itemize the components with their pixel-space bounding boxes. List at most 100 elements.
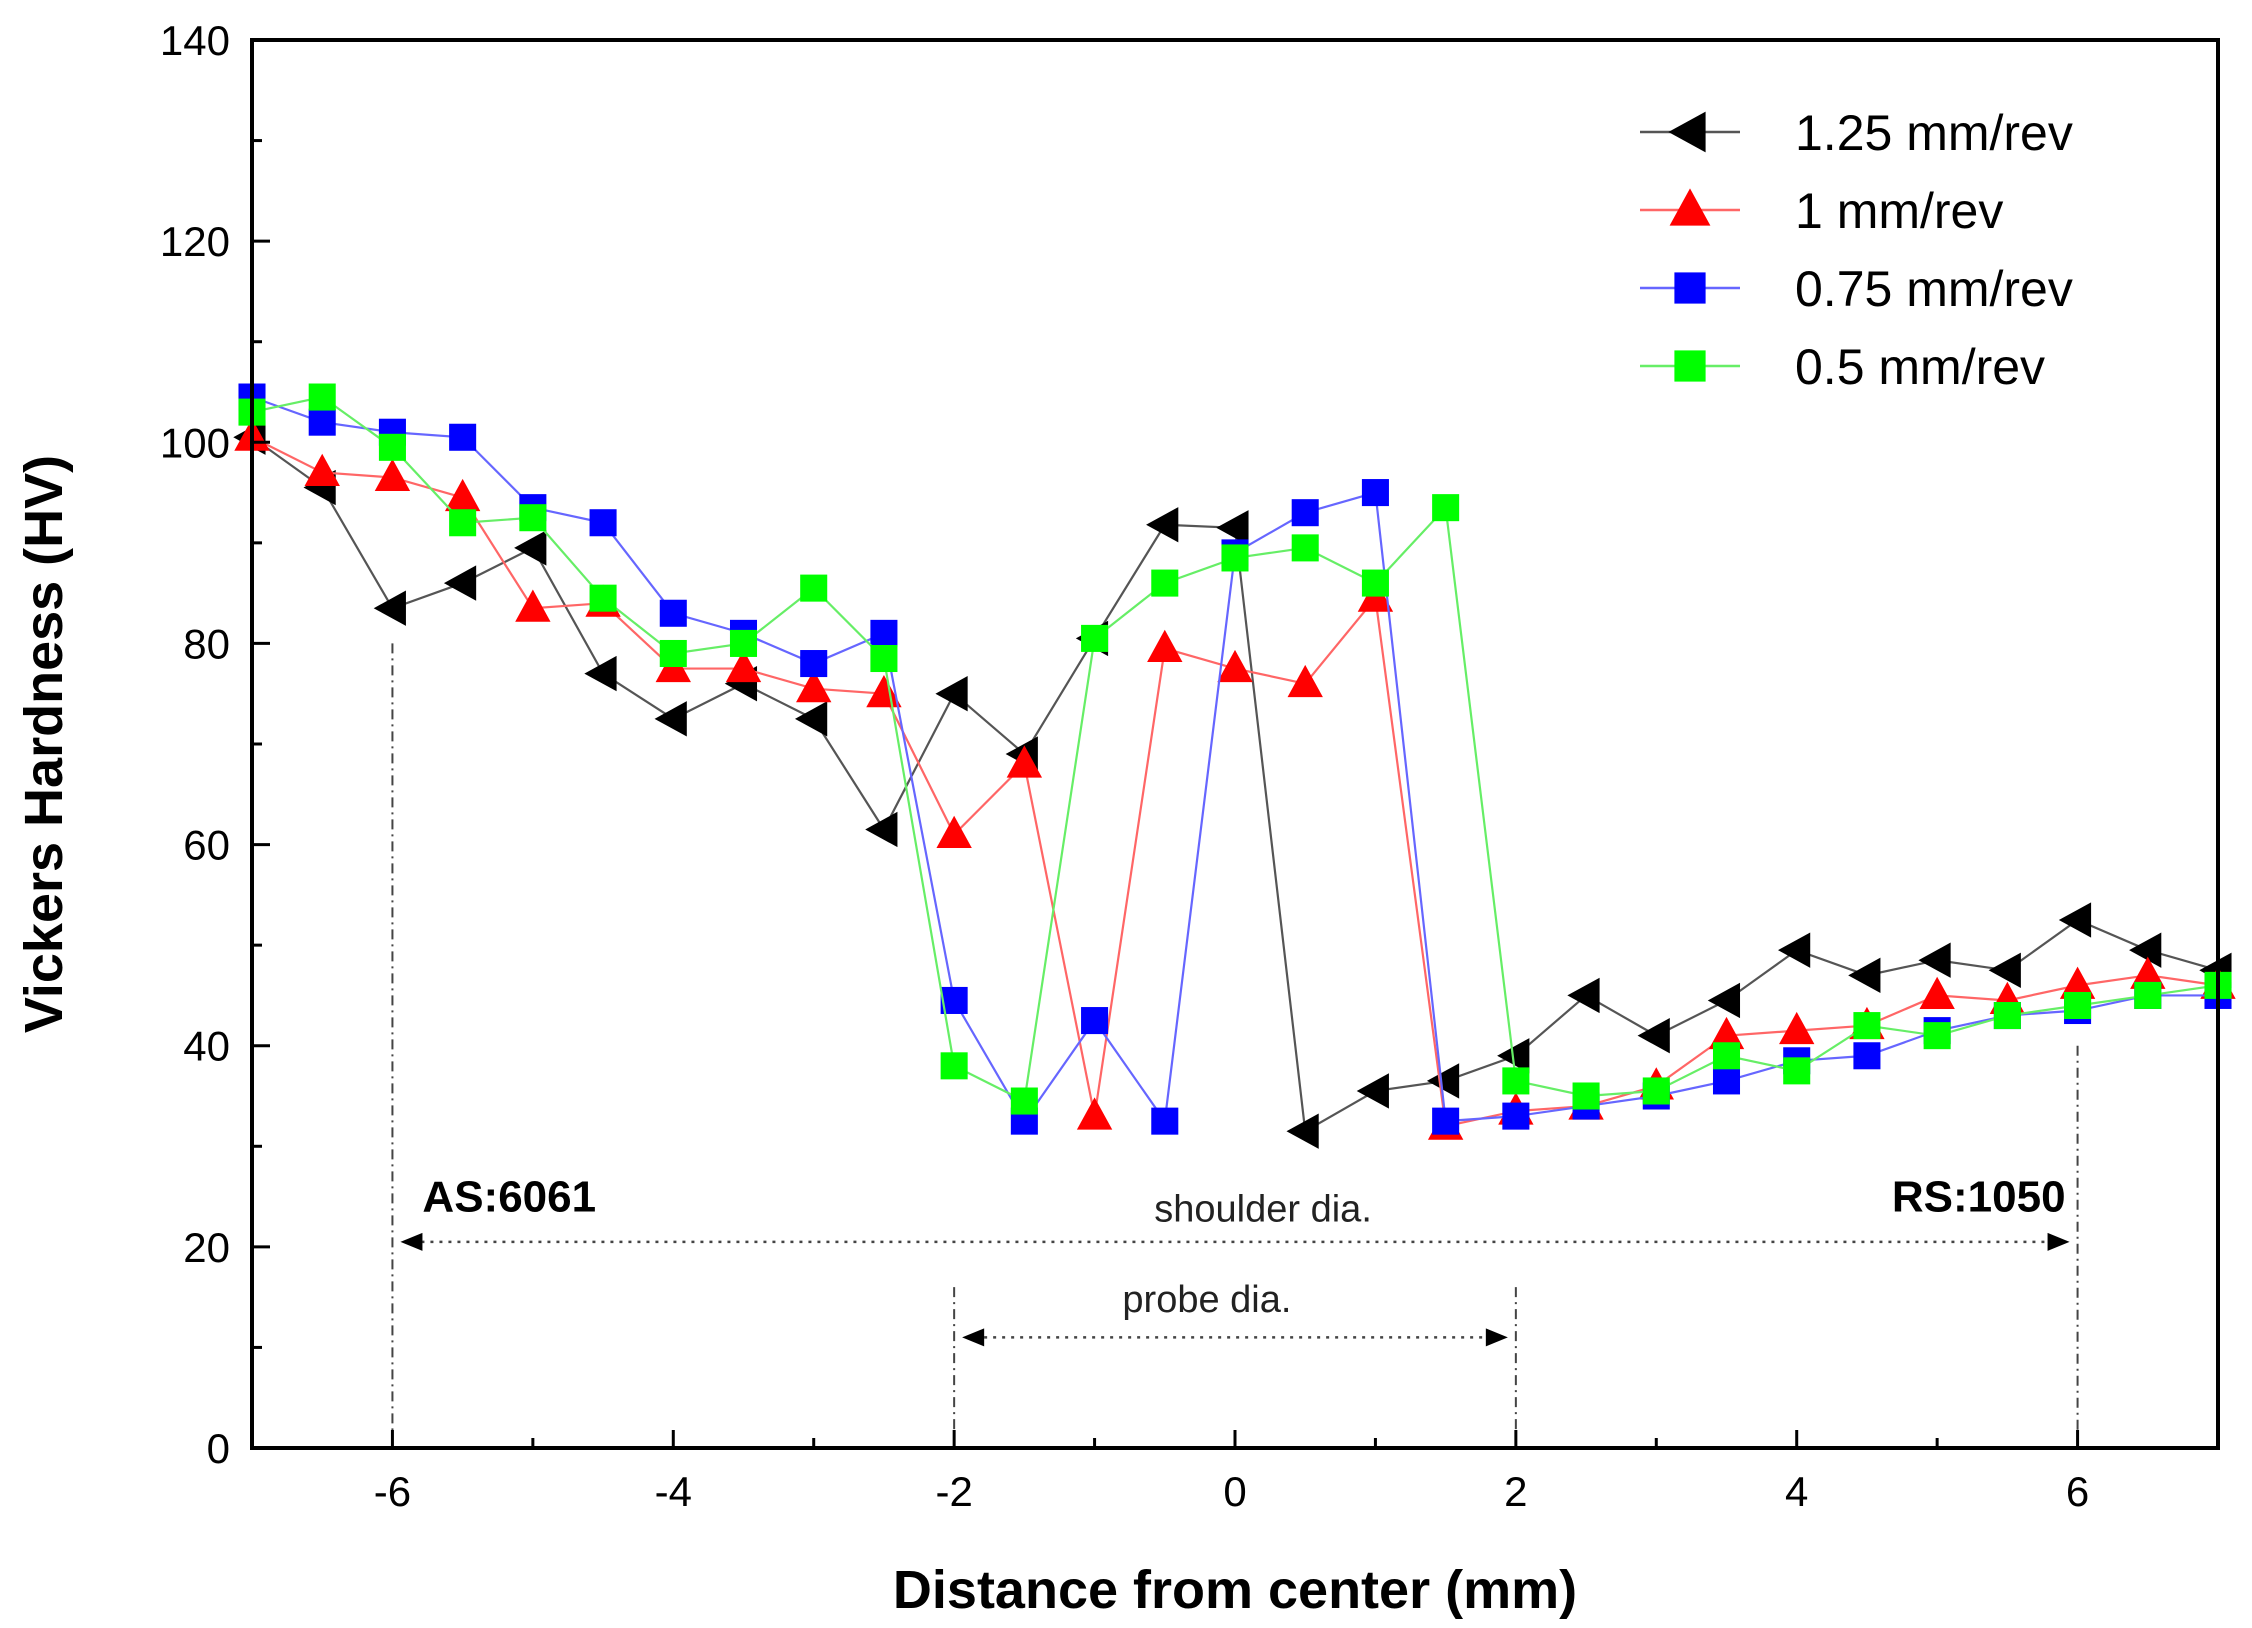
series-3: [238, 383, 2232, 1135]
data-point: [2058, 902, 2092, 938]
legend-entry: 1.25 mm/rev: [1640, 105, 2073, 161]
probe-arrow-left: [962, 1328, 985, 1347]
y-tick-label: 140: [160, 17, 230, 64]
x-tick-label: 2: [1504, 1468, 1527, 1515]
data-point: [1848, 957, 1881, 993]
data-point: [659, 639, 687, 668]
data-point: [1853, 1042, 1881, 1070]
guide-layer: [391, 643, 2079, 1448]
data-point: [796, 669, 832, 703]
data-point: [1146, 507, 1179, 543]
data-point: [1216, 510, 1249, 546]
shoulder-dia-label: shoulder dia.: [1154, 1189, 1372, 1231]
data-point: [1572, 1082, 1600, 1110]
data-point: [515, 589, 551, 622]
data-point: [1502, 1067, 1530, 1095]
data-point: [1217, 649, 1253, 683]
data-point: [1291, 499, 1319, 527]
data-point: [1081, 624, 1109, 652]
axes-layer: Distance from center (mm) Vickers Hardne…: [14, 17, 2220, 1620]
legend-label: 1.25 mm/rev: [1795, 105, 2073, 161]
data-point: [725, 649, 762, 683]
data-point: [1637, 1017, 1670, 1054]
y-tick-label: 100: [160, 419, 230, 466]
data-point: [1221, 544, 1249, 572]
legend-marker: [1668, 111, 1706, 153]
data-point: [1076, 1097, 1113, 1130]
data-point: [865, 811, 898, 848]
legend-label: 0.5 mm/rev: [1795, 339, 2045, 395]
data-point: [1642, 1077, 1670, 1105]
data-point: [1993, 1002, 2021, 1030]
y-tick-label: 0: [207, 1425, 230, 1472]
data-point: [514, 530, 547, 566]
x-tick-label: -4: [655, 1468, 692, 1515]
y-axis-title: Vickers Hardness (HV): [14, 455, 74, 1033]
legend-marker: [1674, 350, 1706, 382]
data-point: [729, 629, 758, 657]
data-point: [449, 423, 477, 451]
data-point: [1291, 534, 1319, 562]
data-point: [1151, 569, 1179, 597]
data-point: [308, 383, 336, 411]
data-point: [1853, 1012, 1881, 1040]
probe-arrow-right: [1485, 1328, 1508, 1347]
data-point: [1432, 494, 1460, 522]
data-point: [1361, 479, 1389, 507]
annotation-layer: AS:6061 RS:1050 shoulder dia. probe dia.: [400, 1173, 2070, 1347]
data-point: [1708, 1016, 1745, 1050]
series-4: [238, 383, 2232, 1115]
data-point: [589, 509, 617, 537]
data-point: [1147, 629, 1183, 662]
data-point: [373, 590, 406, 626]
shoulder-arrow-left: [400, 1232, 423, 1251]
as-6061-label: AS:6061: [422, 1173, 596, 1222]
data-point: [866, 674, 902, 708]
data-point: [794, 701, 828, 737]
data-point: [1712, 1067, 1741, 1095]
data-point: [1081, 1007, 1109, 1035]
y-tick-label: 120: [160, 218, 230, 265]
data-point: [935, 676, 968, 712]
data-point: [800, 574, 828, 602]
data-point: [1006, 745, 1043, 778]
data-point: [519, 504, 547, 532]
data-point: [449, 509, 477, 537]
probe-dia-label: probe dia.: [1122, 1279, 1291, 1321]
y-tick-label: 20: [183, 1224, 230, 1271]
data-point: [659, 599, 687, 627]
data-point: [1783, 1057, 1811, 1085]
data-point: [1712, 1042, 1741, 1070]
y-tick-label: 40: [183, 1023, 230, 1070]
data-point: [1010, 1087, 1038, 1115]
data-point: [654, 701, 687, 737]
legend: 1.25 mm/rev 1 mm/rev 0.75 mm/rev 0.5 mm/rev: [1640, 105, 2073, 395]
series-layer: [233, 383, 2236, 1149]
x-tick-label: -2: [935, 1468, 972, 1515]
data-point: [304, 453, 340, 486]
data-point: [1151, 1107, 1179, 1135]
data-point: [1356, 1073, 1389, 1109]
data-point: [800, 650, 828, 678]
legend-entry: 0.75 mm/rev: [1640, 261, 2073, 317]
data-point: [1361, 569, 1389, 597]
data-point: [2130, 956, 2166, 989]
y-tick-label: 80: [183, 620, 230, 667]
legend-entry: 0.5 mm/rev: [1640, 339, 2045, 395]
data-point: [2064, 991, 2092, 1020]
data-point: [374, 458, 411, 492]
data-point: [443, 565, 477, 601]
y-tick-label: 60: [183, 822, 230, 869]
data-point: [936, 815, 972, 849]
data-point: [2134, 981, 2162, 1009]
legend-label: 0.75 mm/rev: [1795, 261, 2073, 317]
x-tick-label: 0: [1223, 1468, 1246, 1515]
data-point: [1707, 982, 1741, 1019]
data-point: [940, 1052, 968, 1080]
data-point: [1502, 1102, 1530, 1130]
legend-marker: [1669, 188, 1711, 226]
rs-1050-label: RS:1050: [1892, 1173, 2066, 1222]
shoulder-arrow-right: [2047, 1232, 2070, 1251]
x-tick-label: -6: [374, 1468, 411, 1515]
data-point: [2129, 932, 2162, 968]
